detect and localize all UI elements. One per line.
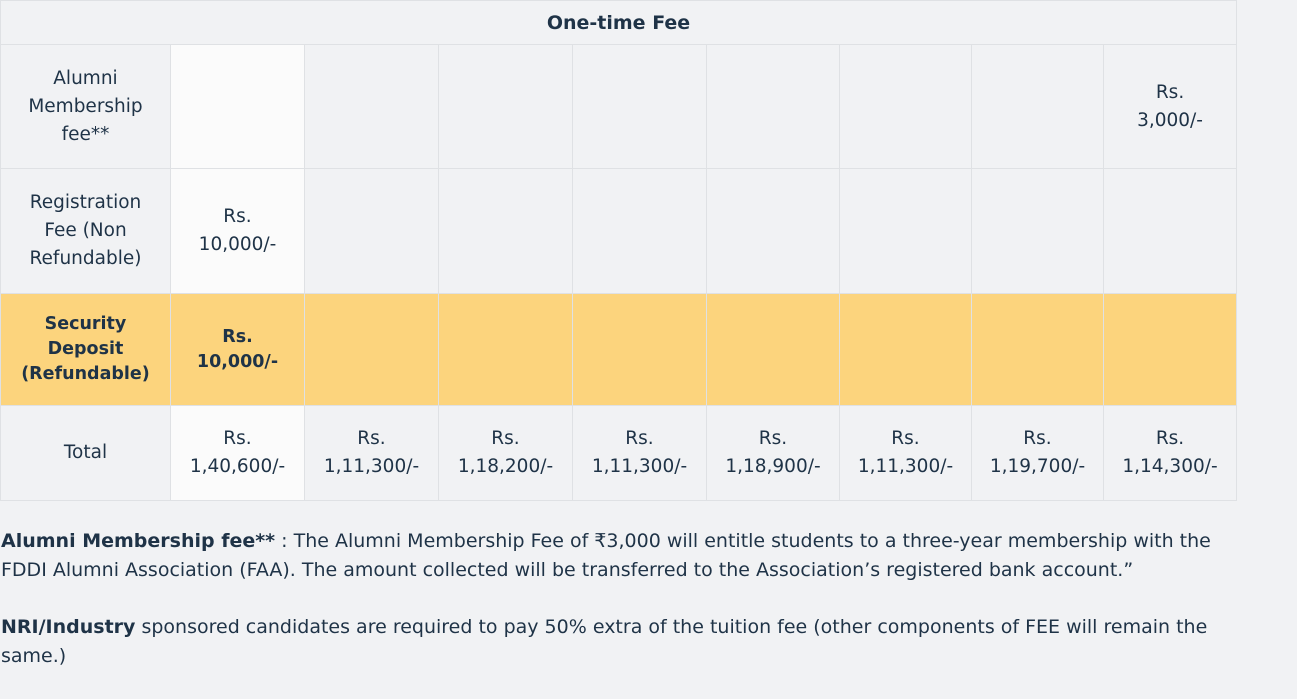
table-cell: [706, 44, 840, 169]
alumni-fee-note: Alumni Membership fee** : The Alumni Mem…: [1, 527, 1261, 584]
table-cell: [839, 44, 972, 169]
fee-notes: Alumni Membership fee** : The Alumni Mem…: [1, 527, 1261, 699]
alumni-fee-note-text: : The Alumni Membership Fee of ₹3,000 wi…: [1, 530, 1211, 581]
table-cell: [971, 168, 1104, 294]
table-row-security-deposit: Security Deposit (Refundable) Rs. 10,000…: [0, 293, 1238, 406]
table-cell: [572, 44, 707, 169]
table-cell: [971, 293, 1104, 406]
table-cell: Rs. 1,14,300/-: [1102, 405, 1238, 501]
table-cell: Rs. 10,000/-: [170, 168, 305, 294]
table-cell: Rs. 3,000/-: [1102, 44, 1238, 169]
table-cell: [572, 293, 707, 406]
table-cell: [438, 168, 573, 294]
table-row-total: Total Rs. 1,40,600/- Rs. 1,11,300/- Rs. …: [0, 405, 1238, 501]
table-cell: Rs. 1,11,300/-: [572, 405, 707, 501]
row-label-alumni: Alumni Membership fee**: [0, 44, 171, 169]
table-cell: [839, 168, 972, 294]
table-cell: [304, 293, 439, 406]
table-cell: [572, 168, 707, 294]
table-cell: [1102, 293, 1238, 406]
table-cell: [706, 168, 840, 294]
nri-note-text: sponsored candidates are required to pay…: [1, 616, 1208, 667]
table-cell: [438, 44, 573, 169]
one-time-fee-header: One-time Fee: [0, 0, 1238, 45]
table-row-registration: Registration Fee (Non Refundable) Rs. 10…: [0, 168, 1238, 294]
row-label-total: Total: [0, 405, 171, 501]
table-cell: Rs. 1,19,700/-: [971, 405, 1104, 501]
alumni-fee-note-title: Alumni Membership fee**: [1, 530, 276, 552]
table-cell: [971, 44, 1104, 169]
table-cell: Rs. 1,11,300/-: [839, 405, 972, 501]
table-cell: Rs. 10,000/-: [170, 293, 305, 406]
table-cell: [438, 293, 573, 406]
table-cell: Rs. 1,18,900/-: [706, 405, 840, 501]
nri-note: NRI/Industry sponsored candidates are re…: [1, 613, 1261, 670]
table-cell: Rs. 1,11,300/-: [304, 405, 439, 501]
table-cell: [304, 44, 439, 169]
table-cell: [304, 168, 439, 294]
row-label-security-deposit: Security Deposit (Refundable): [0, 293, 171, 406]
table-cell: [1102, 168, 1238, 294]
table-row-alumni: Alumni Membership fee** Rs. 3,000/-: [0, 44, 1238, 169]
table-header-row: One-time Fee: [0, 0, 1238, 45]
row-label-registration: Registration Fee (Non Refundable): [0, 168, 171, 294]
nri-note-title: NRI/Industry: [1, 616, 136, 638]
table-cell: Rs. 1,18,200/-: [438, 405, 573, 501]
table-cell: [839, 293, 972, 406]
table-cell: [170, 44, 305, 169]
table-cell: [706, 293, 840, 406]
fee-table: One-time Fee Alumni Membership fee** Rs.…: [0, 0, 1238, 501]
table-cell: Rs. 1,40,600/-: [170, 405, 305, 501]
